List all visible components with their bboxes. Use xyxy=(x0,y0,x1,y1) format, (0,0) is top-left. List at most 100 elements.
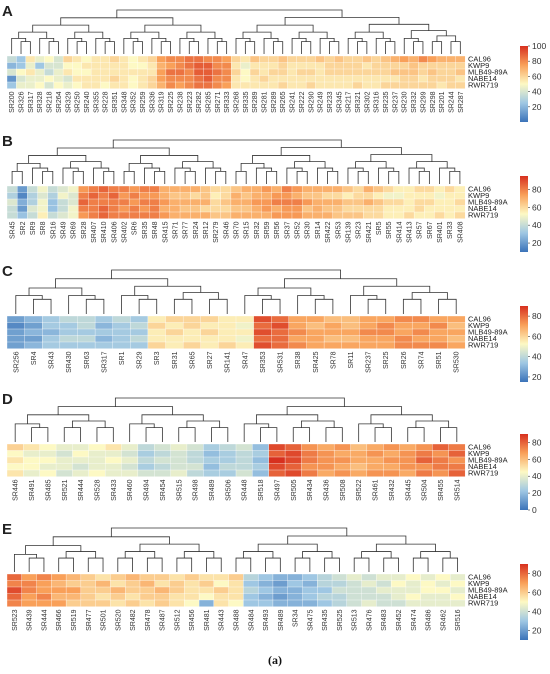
heatmap-cell xyxy=(186,469,204,477)
column-tick-label: SR352 xyxy=(131,91,138,113)
row-label: MLB49-89A xyxy=(468,68,508,77)
heatmap-cell xyxy=(139,205,150,213)
heatmap-cell xyxy=(324,68,335,76)
heatmap-cell xyxy=(341,328,360,336)
colorbar-tick-label: 20 xyxy=(532,488,542,498)
heatmap-cell xyxy=(413,205,425,213)
heatmap-cell xyxy=(251,205,262,213)
heatmap-cell xyxy=(376,322,395,330)
heatmap-cell xyxy=(291,192,303,200)
heatmap-cell xyxy=(323,322,343,330)
heatmap-cell xyxy=(405,580,421,588)
heatmap-cell xyxy=(403,185,415,193)
heatmap-cell xyxy=(394,328,413,336)
column-tick-label: SR448 xyxy=(242,479,249,501)
heatmap-cell xyxy=(352,68,363,76)
column-tick-label: SR489 xyxy=(209,479,216,501)
heatmap-cell xyxy=(95,580,111,588)
dendrogram-branch xyxy=(378,167,395,184)
heatmap-cell xyxy=(81,55,92,63)
dendrogram-branch xyxy=(242,31,272,39)
column-tick-label: SR11 xyxy=(348,351,355,368)
dendrogram-branch xyxy=(28,155,87,164)
heatmap-cell xyxy=(182,328,202,336)
heatmap-cell xyxy=(67,198,79,206)
heatmap-cell xyxy=(112,315,131,323)
heatmap-cell xyxy=(432,450,449,458)
dendrogram-branch xyxy=(182,161,214,169)
dendrogram-branch xyxy=(87,557,104,572)
heatmap-cell xyxy=(221,75,232,83)
heatmap-cell xyxy=(230,211,242,219)
heatmap-cell xyxy=(198,586,215,594)
column-tick-label: SR29 xyxy=(137,351,144,369)
colorbar-tick-label: 20 xyxy=(532,626,542,636)
heatmap-cell xyxy=(169,211,181,219)
column-tick-label: SR444 xyxy=(78,479,85,501)
heatmap-cell xyxy=(301,443,319,451)
heatmap-cell xyxy=(67,211,79,219)
heatmap-cell xyxy=(51,593,67,601)
heatmap-cell xyxy=(220,211,232,219)
column-tick-label: SR237 xyxy=(392,91,399,113)
heatmap-cell xyxy=(305,68,316,76)
column-tick-label: SR302 xyxy=(364,91,371,113)
heatmap-cell xyxy=(268,81,279,89)
heatmap-cell xyxy=(427,68,438,76)
dendrogram-branch xyxy=(235,557,252,572)
heatmap-cell xyxy=(296,55,307,63)
dendrogram-branch xyxy=(27,414,90,424)
dendrogram-branch xyxy=(25,545,82,555)
heatmap-cell xyxy=(240,62,251,70)
heatmap-cell xyxy=(218,322,237,330)
heatmap-cell xyxy=(72,68,83,76)
heatmap-cell xyxy=(331,599,348,607)
heatmap-cell xyxy=(6,456,24,464)
dendrogram-branch xyxy=(215,170,227,184)
heatmap-cell xyxy=(130,322,149,330)
heatmap-cell xyxy=(429,335,448,343)
heatmap-cell xyxy=(25,62,36,70)
heatmap-cell xyxy=(221,68,232,76)
column-tick-label: SR56 xyxy=(274,221,281,239)
heatmap-cell xyxy=(448,469,466,477)
column-tick-label: SR413 xyxy=(407,221,414,243)
heatmap-cell xyxy=(128,81,139,89)
heatmap-cell xyxy=(343,75,354,83)
column-tick-label: SR35 xyxy=(142,221,149,239)
column-tick-label: SR401 xyxy=(437,221,444,243)
heatmap-cell xyxy=(77,315,96,323)
column-tick-label: SR425 xyxy=(313,351,320,373)
column-tick-label: SR444 xyxy=(41,609,48,631)
heatmap-cell xyxy=(230,205,242,213)
heatmap-cell xyxy=(281,205,293,213)
heatmap-cell xyxy=(37,198,49,206)
heatmap-cell xyxy=(333,75,344,83)
heatmap-cell xyxy=(272,573,289,581)
heatmap-cell xyxy=(137,450,155,458)
heatmap-cell xyxy=(98,205,110,213)
row-label: MLB49-89A xyxy=(468,328,508,337)
heatmap-cell xyxy=(450,580,466,588)
heatmap-cell xyxy=(420,599,436,607)
heatmap-cell xyxy=(301,211,313,219)
column-tick-label: SR230 xyxy=(402,91,409,113)
heatmap-cell xyxy=(147,68,157,76)
heatmap-cell xyxy=(175,81,185,89)
heatmap-cell xyxy=(6,68,17,76)
heatmap-cell xyxy=(72,81,83,89)
heatmap-cell xyxy=(100,55,111,63)
column-tick-label: SR279 xyxy=(213,221,220,243)
heatmap-cell xyxy=(366,456,384,464)
column-tick-label: SR515 xyxy=(176,479,183,501)
dendrogram-branch xyxy=(138,298,158,314)
heatmap-cell xyxy=(98,198,110,206)
dendrogram-branch xyxy=(110,527,348,537)
dendrogram-branch xyxy=(32,167,49,184)
heatmap-cell xyxy=(6,341,25,349)
heatmap-cell xyxy=(139,586,156,594)
heatmap-cell xyxy=(408,68,419,76)
column-tick-label: SR71 xyxy=(172,221,179,239)
heatmap-cell xyxy=(454,211,466,219)
